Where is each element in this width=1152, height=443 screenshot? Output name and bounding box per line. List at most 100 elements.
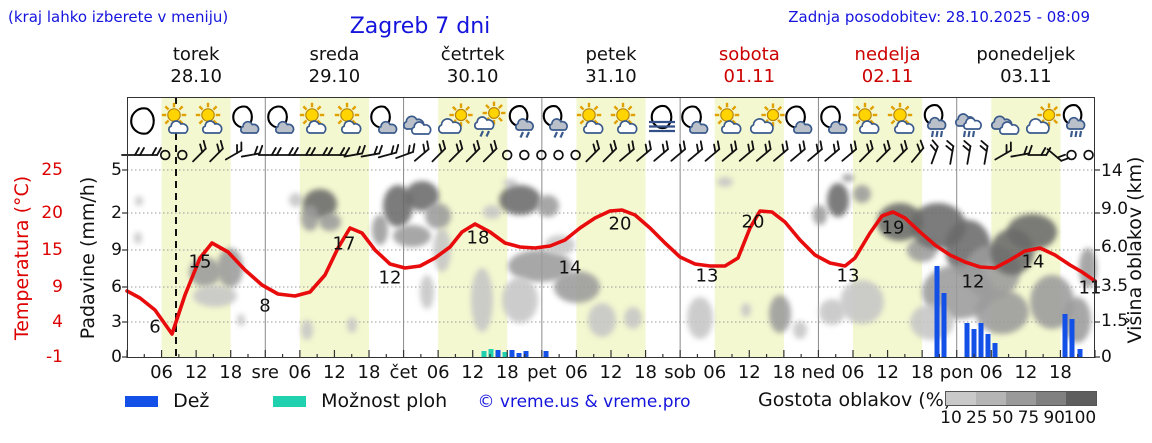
cloud-cover-blob — [420, 275, 434, 309]
legend-showers: Možnost ploh — [273, 390, 447, 412]
cloud-cover-blob — [134, 232, 142, 244]
rain-bar — [971, 329, 977, 357]
wind-barb-icon — [465, 139, 481, 163]
rain-bar — [543, 351, 549, 357]
day-band — [161, 97, 231, 358]
shower-bar — [481, 351, 487, 357]
wind-barb-icon — [274, 147, 299, 156]
wind-barb-icon — [841, 140, 857, 162]
temperature-curve — [125, 208, 1097, 336]
precip-axis-title: Padavine (mm/h) — [77, 176, 99, 340]
wind-barb-icon — [395, 143, 416, 159]
copyright-link[interactable]: © vreme.us & vreme.pro — [477, 392, 691, 412]
cloud-cover-blob — [853, 185, 871, 203]
wind-calm-icon — [553, 149, 564, 161]
shower-label: Možnost ploh — [321, 390, 448, 412]
wind-barb-icon — [670, 140, 686, 162]
wind-barb-icon — [326, 147, 351, 156]
wind-barb-icon — [209, 139, 224, 163]
rain-bar — [964, 323, 970, 357]
wind-barb-icon — [636, 140, 652, 162]
cloud-cover-blob — [502, 277, 538, 323]
wind-calm-icon — [1066, 149, 1077, 161]
wind-barb-icon — [224, 141, 243, 161]
shower-swatch — [273, 396, 306, 407]
wind-barb-icon — [929, 139, 939, 165]
cover-scale-label: 25 — [965, 408, 988, 428]
cloud-cover-blob — [819, 299, 845, 325]
wind-barb-icon — [910, 139, 925, 163]
wind-calm-icon — [570, 149, 581, 161]
wind-barb-icon — [824, 140, 840, 162]
cover-scale-label: 75 — [1017, 408, 1040, 428]
wind-barb-icon — [687, 140, 704, 162]
cloud-cover-blob — [393, 225, 431, 247]
wind-barb-icon — [619, 140, 635, 162]
cloud-cover-blob — [793, 321, 807, 339]
wind-barb-icon — [893, 139, 908, 163]
legend-rain: Dež — [125, 390, 209, 412]
cloud-cover-blob — [741, 303, 751, 317]
cloud-cover-blob — [813, 205, 827, 225]
cover-scale-label: 50 — [991, 408, 1014, 428]
wind-barb-icon — [738, 140, 755, 162]
cloud-cover-blob — [301, 205, 319, 231]
wind-barb-icon — [653, 140, 669, 162]
cover-scale-label: 10 — [940, 408, 962, 428]
cloud-cover-blob — [1007, 214, 1057, 250]
wind-barb-icon — [343, 144, 366, 158]
wind-barb-icon — [192, 139, 207, 163]
cover-scale-label: 90 — [1043, 408, 1066, 428]
cover-scale-label: 100 — [1063, 408, 1097, 428]
rain-bar — [941, 293, 947, 357]
wind-calm-icon — [159, 149, 171, 161]
rain-bar — [495, 350, 501, 357]
cloud-cover-blob — [503, 179, 517, 187]
wind-calm-icon — [1083, 149, 1094, 161]
rain-bar — [509, 350, 515, 357]
wind-barb-icon — [807, 140, 823, 162]
rain-swatch — [125, 396, 158, 407]
rain-bar — [516, 353, 522, 357]
cloud-cover-blob — [471, 268, 493, 332]
wind-barb-icon — [240, 144, 264, 158]
wind-barb-icon — [945, 140, 955, 165]
cloud-cover-blob — [554, 271, 600, 303]
rain-bar — [978, 323, 984, 357]
cloud-cover-blob — [537, 195, 559, 217]
wind-barb-icon — [292, 147, 316, 156]
cloud-cover-blob — [425, 203, 451, 229]
cloud-cover-blob — [301, 320, 313, 340]
wind-barb-icon — [773, 140, 789, 162]
wind-barb-icon — [309, 147, 334, 156]
cover-gradient-segment — [1066, 392, 1096, 405]
cloud-cover-blob — [433, 228, 451, 272]
wind-barb-icon — [482, 139, 498, 163]
cloud-cover-blob — [347, 317, 357, 333]
cloud-cover-blob — [372, 215, 388, 245]
wind-barb-icon — [704, 140, 721, 162]
cloud-cover-blob — [289, 193, 303, 207]
cloud-cover-blob — [769, 295, 791, 333]
cloud-cover-gradient-bar — [945, 391, 1097, 406]
cover-gradient-segment — [1006, 392, 1036, 405]
rain-bar — [1062, 314, 1068, 357]
wind-calm-icon — [177, 149, 188, 161]
wind-barb-icon — [859, 139, 874, 163]
cloud-cover-blob — [910, 304, 954, 340]
wind-barb-icon — [755, 140, 772, 162]
wind-barb-icon — [257, 147, 282, 156]
wind-barb-icon — [1010, 144, 1033, 158]
rain-bar — [1077, 349, 1083, 357]
rain-bar — [1069, 319, 1075, 357]
wind-barb-icon — [413, 140, 430, 162]
cloud-cover-blob — [842, 174, 854, 182]
cloud-cover-blob — [483, 205, 501, 219]
cloud-cover-blob — [975, 290, 1029, 334]
wind-barb-icon — [585, 139, 600, 163]
shower-bar — [502, 352, 508, 357]
rain-bar — [992, 343, 998, 357]
rain-bar — [985, 334, 991, 357]
